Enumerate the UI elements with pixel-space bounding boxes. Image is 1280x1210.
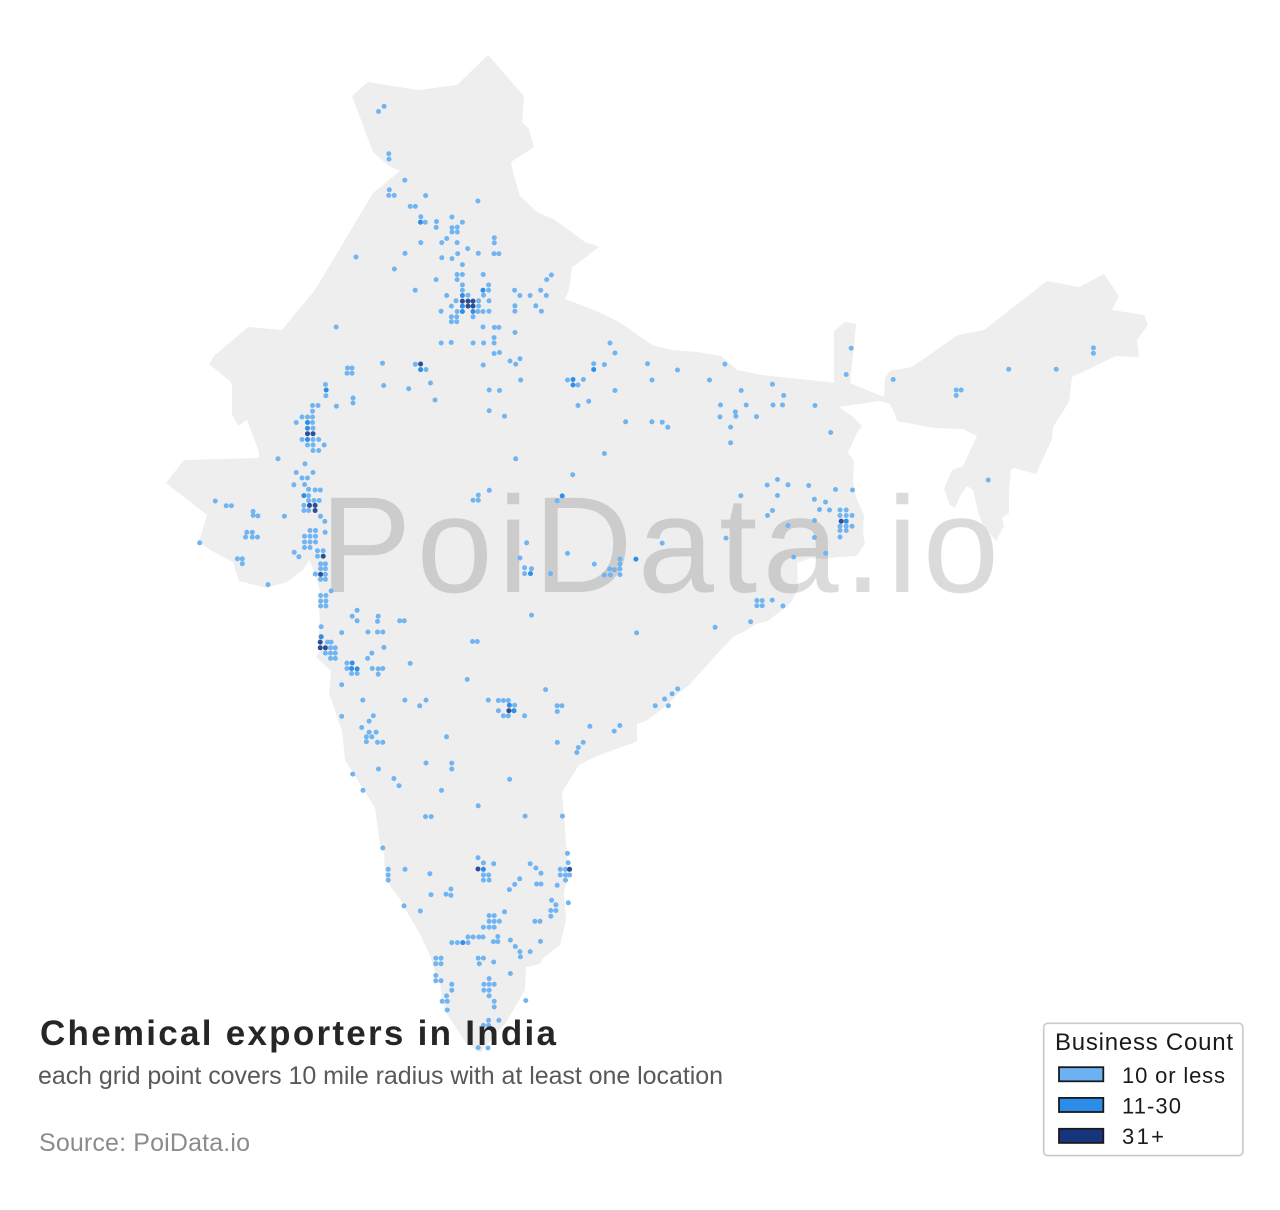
svg-text:Chemical exporters in India: Chemical exporters in India	[40, 1014, 557, 1053]
svg-text:Source: PoiData.io: Source: PoiData.io	[39, 1129, 250, 1157]
svg-text:each grid point covers 10 mile: each grid point covers 10 mile radius wi…	[38, 1062, 723, 1090]
svg-text:Business Count: Business Count	[1055, 1029, 1233, 1056]
svg-text:PoiData.io: PoiData.io	[320, 469, 999, 622]
svg-text:10 or less: 10 or less	[1122, 1063, 1225, 1088]
svg-text:31+: 31+	[1122, 1124, 1164, 1149]
svg-text:11-30: 11-30	[1122, 1094, 1181, 1119]
